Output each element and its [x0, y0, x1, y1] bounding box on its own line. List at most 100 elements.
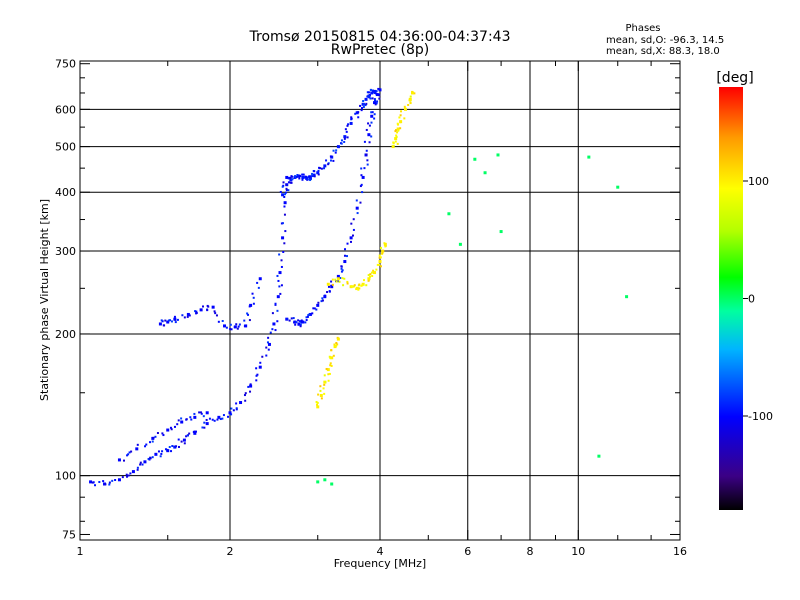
data-point: [108, 483, 111, 486]
data-point: [301, 175, 305, 179]
data-point: [346, 280, 349, 283]
data-point: [305, 175, 308, 178]
data-point: [361, 103, 364, 106]
data-point: [258, 365, 262, 369]
x-tick-label: 8: [527, 545, 534, 558]
data-point: [136, 468, 139, 471]
data-point: [363, 167, 366, 170]
data-point: [625, 295, 629, 299]
data-point: [350, 117, 353, 120]
data-point: [223, 324, 227, 328]
data-point: [166, 428, 170, 432]
chart-subtitle: RwPretec (8p): [331, 42, 429, 58]
data-point: [244, 399, 247, 402]
data-point: [203, 426, 206, 429]
x-tick-label: 10: [571, 545, 585, 558]
data-point: [329, 362, 332, 365]
colorbar-label: [deg]: [716, 70, 753, 86]
data-point: [369, 275, 372, 278]
data-point: [211, 305, 215, 309]
data-point: [333, 343, 336, 346]
data-point: [360, 167, 363, 170]
data-point: [376, 100, 379, 103]
data-point: [373, 98, 376, 101]
data-point: [320, 167, 323, 170]
data-point: [304, 321, 307, 324]
x-tick-label: 1: [77, 545, 84, 558]
data-point: [144, 445, 147, 448]
data-point: [323, 392, 326, 395]
data-point: [287, 181, 290, 184]
data-point: [319, 167, 322, 170]
data-point: [384, 245, 387, 248]
data-point: [265, 354, 268, 357]
data-point: [366, 91, 369, 94]
data-point: [350, 116, 353, 119]
data-point: [271, 312, 274, 315]
data-point: [370, 114, 374, 118]
data-point: [329, 364, 332, 367]
data-point: [147, 457, 150, 460]
data-point: [267, 342, 271, 346]
data-point: [166, 449, 170, 453]
data-point: [381, 252, 384, 255]
data-point: [413, 92, 416, 95]
data-point: [185, 435, 188, 438]
data-point: [195, 310, 198, 313]
data-point: [315, 308, 318, 311]
data-point: [587, 155, 591, 159]
data-point: [349, 240, 352, 243]
data-point: [375, 93, 379, 97]
data-point: [271, 328, 274, 331]
data-point: [164, 448, 167, 451]
data-point: [215, 314, 218, 317]
data-point: [496, 153, 500, 157]
data-point: [375, 92, 378, 95]
data-point: [346, 124, 349, 127]
data-point: [473, 157, 477, 161]
data-point: [355, 286, 359, 290]
data-point: [371, 97, 374, 100]
data-point: [205, 422, 209, 426]
data-point: [395, 135, 398, 138]
data-point: [323, 167, 326, 170]
data-point: [364, 97, 368, 101]
data-point: [256, 373, 259, 376]
data-point: [188, 314, 191, 317]
x-axis-label: Frequency [MHz]: [334, 557, 426, 570]
data-point: [316, 303, 320, 307]
data-point: [409, 99, 412, 102]
data-point: [343, 260, 347, 264]
data-point: [168, 446, 171, 449]
data-point: [373, 271, 377, 275]
data-point: [350, 285, 353, 288]
data-point: [228, 411, 232, 415]
data-point: [199, 308, 203, 312]
data-point: [336, 277, 340, 281]
data-point: [597, 454, 601, 458]
data-point: [161, 432, 164, 435]
data-point: [382, 250, 385, 253]
data-point: [227, 415, 230, 418]
data-point: [297, 322, 301, 326]
data-point: [343, 140, 346, 143]
data-point: [173, 425, 176, 428]
data-point: [244, 392, 247, 395]
data-point: [290, 175, 293, 178]
data-point: [199, 411, 202, 414]
data-point: [371, 111, 374, 114]
data-point: [397, 129, 400, 132]
data-point: [274, 303, 277, 306]
data-point: [255, 379, 258, 382]
data-point: [139, 461, 142, 464]
data-point: [164, 319, 167, 322]
data-point: [277, 279, 280, 282]
data-point: [360, 109, 363, 112]
data-point: [359, 185, 362, 188]
data-point: [396, 131, 399, 134]
data-point: [378, 256, 381, 259]
data-point: [280, 222, 283, 225]
data-point: [375, 268, 378, 271]
data-point: [323, 374, 326, 377]
